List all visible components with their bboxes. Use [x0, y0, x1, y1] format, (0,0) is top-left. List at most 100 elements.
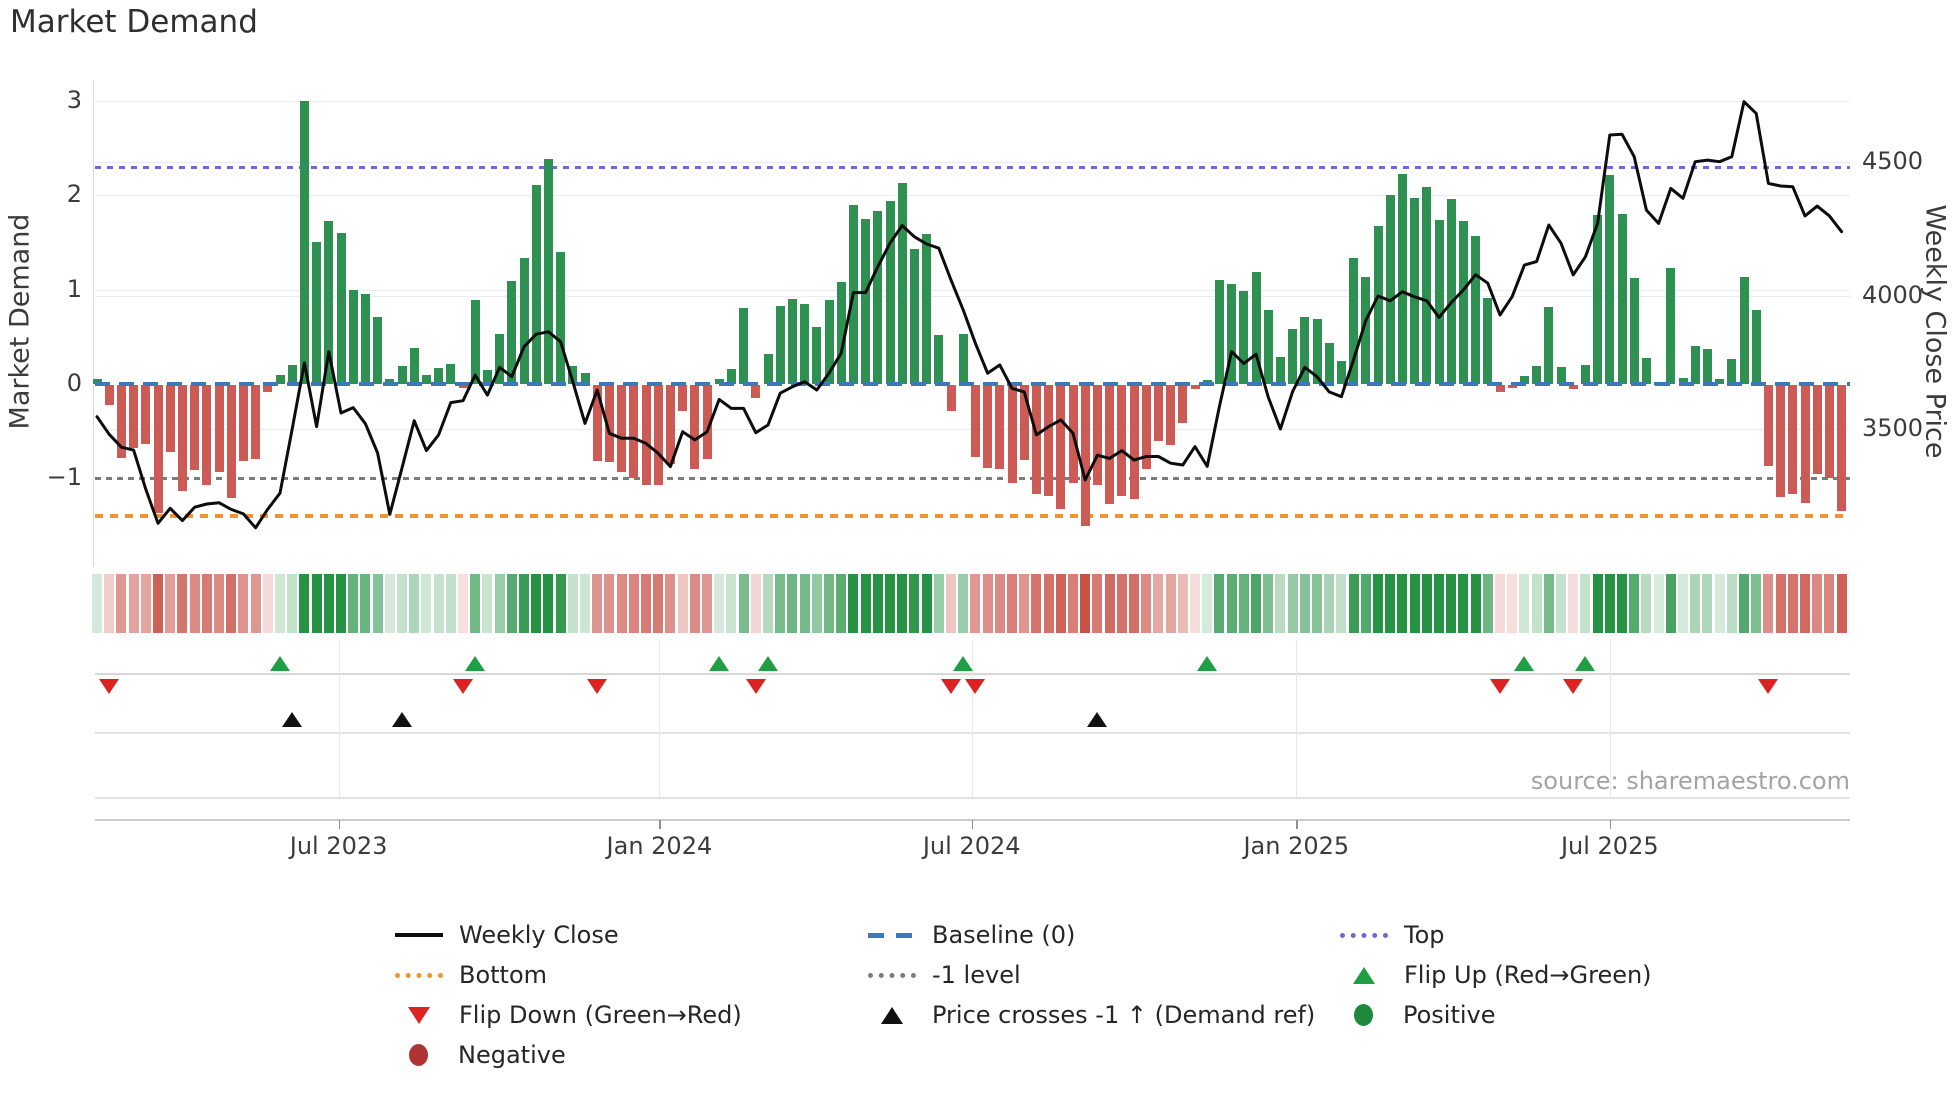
heat-cell	[421, 574, 432, 633]
heat-cell	[1299, 574, 1310, 633]
x-tick-label: Jul 2024	[922, 832, 1021, 860]
demand-bar-positive	[836, 282, 846, 384]
heat-cell	[665, 574, 676, 633]
flip-up-marker	[953, 656, 974, 671]
demand-bar-positive	[1324, 343, 1334, 384]
heat-cell	[677, 574, 688, 633]
positive-circle-icon	[1354, 1004, 1373, 1026]
demand-bar-positive	[1702, 349, 1712, 384]
heat-cell	[1116, 574, 1127, 633]
demand-bar-negative	[1141, 384, 1151, 470]
legend-item-top: Top	[1340, 920, 1445, 950]
heat-cell	[1739, 574, 1749, 633]
demand-bar-negative	[214, 384, 224, 473]
heat-cell	[372, 574, 383, 633]
heat-cell	[933, 574, 944, 633]
demand-bar-positive	[1288, 329, 1298, 384]
demand-bar-negative	[629, 384, 639, 478]
flip-up-marker	[709, 656, 730, 671]
heat-cell	[1531, 574, 1542, 633]
chart-title: Market Demand	[10, 4, 258, 40]
y-left-tick-label: 2	[66, 180, 82, 209]
demand-bar-positive	[1727, 358, 1737, 384]
demand-bar-positive	[873, 211, 883, 384]
demand-bar-positive	[800, 303, 810, 384]
price-cross-marker	[282, 712, 303, 727]
y-left-tick-label: 0	[66, 369, 82, 397]
heat-cell	[1690, 574, 1701, 633]
demand-bar-positive	[922, 234, 932, 384]
demand-bar-positive	[812, 327, 822, 384]
heat-cell	[1592, 574, 1603, 633]
heat-cell	[604, 574, 615, 633]
demand-bar-negative	[970, 384, 980, 458]
demand-bar-negative	[1105, 384, 1115, 505]
demand-bar-negative	[1019, 384, 1029, 460]
demand-bar-positive	[1336, 361, 1346, 384]
baseline-reference-line	[95, 382, 1850, 386]
heat-cell	[458, 574, 468, 633]
demand-bar-positive	[1251, 271, 1261, 384]
heat-cell	[872, 574, 883, 633]
demand-bar-positive	[1373, 225, 1383, 384]
heat-cell	[250, 574, 261, 633]
demand-bar-positive	[1739, 277, 1749, 384]
heat-cell	[982, 574, 993, 633]
legend-label: -1 level	[932, 961, 1021, 989]
heat-cell	[567, 574, 578, 633]
flip-up-marker	[1197, 656, 1218, 671]
heat-cell	[153, 574, 163, 633]
demand-bar-negative	[129, 384, 139, 448]
heat-cell	[1397, 574, 1408, 633]
legend-label: Baseline (0)	[932, 921, 1076, 949]
heat-cell	[482, 574, 493, 633]
heat-cell	[1629, 574, 1640, 633]
heat-cell	[1678, 574, 1688, 633]
demand-bar-positive	[739, 307, 749, 384]
x-tick-mark	[338, 820, 341, 829]
demand-bar-positive	[1666, 268, 1676, 384]
heat-cell	[1641, 574, 1652, 633]
heat-cell	[1324, 574, 1335, 633]
demand-bar-positive	[1239, 290, 1249, 384]
heat-cell	[1824, 574, 1835, 633]
heat-cell	[1470, 574, 1481, 633]
demand-bar-positive	[885, 201, 895, 384]
demand-bar-positive	[861, 218, 871, 384]
bottom-reference-line	[95, 514, 1850, 519]
heat-cell	[226, 574, 237, 633]
price-cross-triangle-icon	[881, 1006, 903, 1024]
demand-bar-positive	[1214, 280, 1224, 384]
heat-cell	[1177, 574, 1188, 633]
heat-cell	[726, 574, 737, 633]
demand-bar-negative	[153, 384, 163, 513]
demand-bar-positive	[1471, 235, 1481, 384]
minus-one-reference-line	[95, 476, 1850, 481]
legend-label: Weekly Close	[459, 921, 619, 949]
minus-one-dots-swatch	[868, 972, 916, 978]
heat-cell	[1190, 574, 1200, 633]
demand-bar-negative	[141, 384, 151, 444]
demand-bar-positive	[1483, 298, 1493, 384]
heat-cell	[1007, 574, 1017, 633]
heat-cell	[1543, 574, 1554, 633]
heat-cell	[1385, 574, 1396, 633]
heat-cell	[1665, 574, 1676, 633]
heat-cell	[1312, 574, 1322, 633]
demand-bar-positive	[348, 289, 358, 384]
demand-bar-negative	[1080, 384, 1090, 526]
demand-bar-positive	[446, 364, 456, 384]
heat-cell	[946, 574, 956, 633]
flip-up-marker	[1514, 656, 1535, 671]
heat-cell	[1214, 574, 1225, 633]
heat-cell	[1348, 574, 1359, 633]
demand-bar-positive	[1605, 174, 1615, 384]
heat-cell	[1360, 574, 1371, 633]
y-right-tick-label: 3500	[1862, 414, 1924, 442]
heat-cell	[323, 574, 334, 633]
weekly-close-line-swatch	[395, 933, 443, 937]
demand-bar-negative	[1166, 384, 1176, 445]
heat-cell	[824, 574, 834, 633]
heat-cell	[262, 574, 273, 633]
heat-cell	[592, 574, 603, 633]
